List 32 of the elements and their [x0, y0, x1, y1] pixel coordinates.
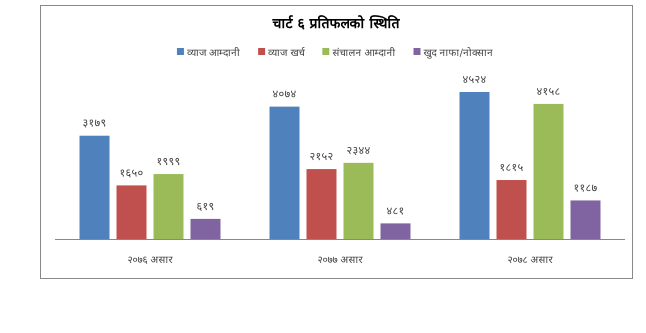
data-label: २१५२ [310, 150, 334, 164]
bar [380, 223, 410, 239]
legend-label: व्याज आम्दानी [186, 47, 240, 59]
bar [570, 200, 600, 239]
bar [190, 218, 220, 239]
bar [116, 185, 146, 239]
bar [270, 106, 300, 239]
data-label: ४५२४ [462, 73, 486, 86]
bar [460, 92, 490, 239]
data-label: ६१९ [196, 200, 214, 213]
data-label: १८१५ [500, 161, 524, 174]
legend-label: खुद नाफा/नोक्सान [424, 47, 494, 59]
chart-title: चार्ट ६ प्रतिफलको स्थिति [272, 15, 400, 32]
data-label: १६५० [120, 166, 144, 180]
legend-label: व्याज खर्च [268, 47, 306, 59]
bar [154, 174, 184, 239]
x-tick-label: २०७६ असार [127, 255, 174, 266]
data-label: ३१७९ [82, 116, 106, 130]
data-label: १९९९ [156, 155, 180, 168]
legend-label: संचालन आम्दानी [332, 47, 396, 59]
bar [306, 169, 336, 239]
data-label: ४८१ [386, 204, 404, 218]
x-tick-label: २०७८ असार [507, 255, 554, 266]
data-label: ४१५८ [536, 84, 560, 98]
bar [344, 162, 374, 239]
data-label: ११८७ [574, 181, 598, 194]
bar [534, 104, 564, 239]
x-tick-label: २०७७ असार [317, 255, 364, 266]
data-label: २३४४ [346, 144, 370, 157]
bar [496, 180, 526, 239]
data-label: ४०७४ [272, 88, 296, 101]
bar [80, 136, 110, 239]
